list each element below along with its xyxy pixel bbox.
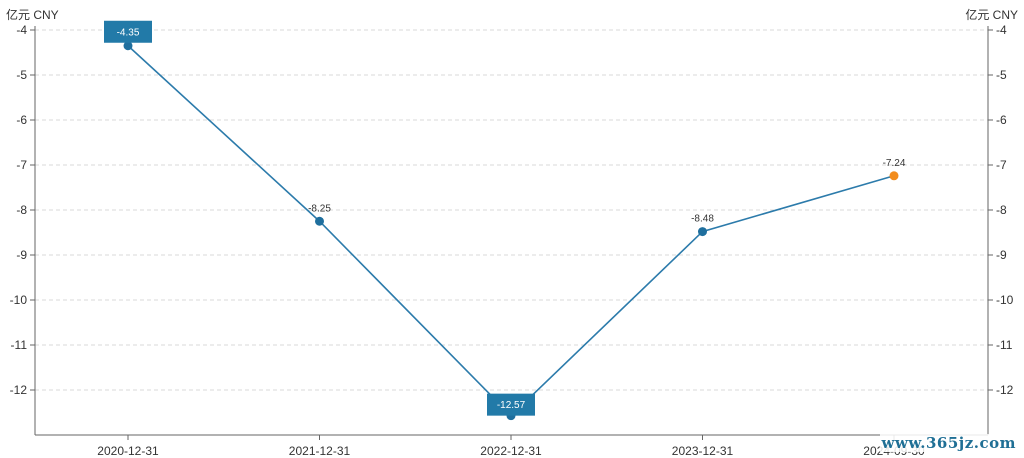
data-point xyxy=(698,227,707,237)
x-tick-label: 2021-12-31 xyxy=(289,444,351,458)
data-label: -8.25 xyxy=(308,203,331,214)
y-tick-label-left: -11 xyxy=(11,338,28,352)
data-point xyxy=(123,41,133,51)
highlight-label-box xyxy=(487,393,535,416)
data-label: -4.35 xyxy=(117,27,140,38)
data-points xyxy=(123,41,899,421)
y-tick-label-left: -10 xyxy=(10,293,28,307)
y-tick-label-left: -5 xyxy=(16,68,27,82)
series-line xyxy=(127,45,895,417)
y-axis-right-unit: 亿元 CNY xyxy=(965,7,1018,22)
y-axis-right: -4 -5 -6 -7 -8 -9 -10 -11 -12 xyxy=(988,23,1014,397)
y-tick-label-right: -12 xyxy=(996,383,1014,397)
y-tick-label-left: -6 xyxy=(16,113,27,127)
watermark: www.365jz.com xyxy=(879,434,1018,452)
y-tick-label-right: -5 xyxy=(996,68,1007,82)
y-tick-label-right: -4 xyxy=(996,23,1007,37)
y-tick-label-left: -8 xyxy=(16,203,27,217)
data-label: -8.48 xyxy=(691,214,714,225)
y-tick-label-left: -12 xyxy=(10,383,28,397)
y-tick-label-right: -8 xyxy=(996,203,1007,217)
y-tick-label-right: -10 xyxy=(996,293,1014,307)
y-tick-label-right: -7 xyxy=(996,158,1007,172)
data-point xyxy=(315,216,324,226)
x-axis: 2020-12-31 2021-12-31 2022-12-31 2023-12-31… xyxy=(97,435,925,458)
y-tick-label-right: -6 xyxy=(996,113,1007,127)
y-tick-label-right: -11 xyxy=(996,338,1013,352)
y-tick-label-left: -4 xyxy=(16,23,27,37)
y-tick-label-right: -9 xyxy=(996,248,1007,262)
x-tick-label: 2022-12-31 xyxy=(480,444,542,458)
y-tick-label-left: -7 xyxy=(16,158,27,172)
y-axis-left: -4 -5 -6 -7 -8 -9 -10 -11 -12 xyxy=(10,23,35,397)
highlight-label-box xyxy=(104,20,152,43)
y-tick-label-left: -9 xyxy=(16,248,27,262)
data-point xyxy=(889,171,899,181)
y-axis-left-unit: 亿元 CNY xyxy=(6,7,59,22)
data-label: -7.24 xyxy=(883,158,906,169)
data-label: -12.57 xyxy=(497,400,526,411)
axes xyxy=(34,26,989,436)
grid-lines xyxy=(35,29,988,391)
data-labels: -4.35 -8.25 -12.57 -8.48 -7.24 xyxy=(104,20,906,416)
x-tick-label: 2020-12-31 xyxy=(97,444,159,458)
x-tick-label: 2023-12-31 xyxy=(672,444,734,458)
